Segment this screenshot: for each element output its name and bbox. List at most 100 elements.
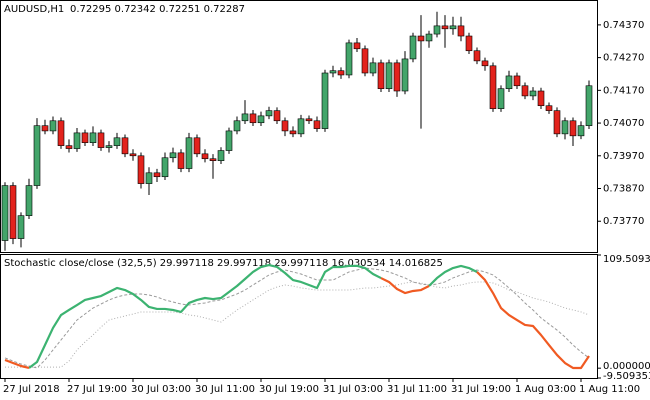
candle-body (321, 72, 329, 129)
candle-body (577, 125, 585, 137)
candle-body (449, 25, 457, 30)
candle-body (81, 132, 89, 143)
candle-body (329, 70, 337, 74)
candle-body (17, 215, 25, 239)
candle-body (121, 137, 129, 155)
candle-body (129, 153, 137, 157)
x-tick-label: 1 Aug 11:00 (579, 384, 640, 395)
x-tick-label: 30 Jul 03:00 (131, 384, 191, 395)
signal-line (5, 281, 590, 368)
candle-body (49, 120, 57, 132)
y-tick-label: -9.509353 (603, 371, 650, 382)
candle-body (257, 115, 265, 124)
y-tick-label: 0.74070 (603, 118, 644, 129)
x-tick-label: 27 Jul 2018 (3, 384, 60, 395)
candle-body (353, 42, 361, 50)
x-tick-label: 30 Jul 19:00 (259, 384, 319, 395)
stochastic-line (4, 271, 590, 370)
candle-body (201, 153, 209, 160)
candle-body (401, 58, 409, 92)
signal-line (4, 267, 590, 369)
candle-body (249, 113, 257, 124)
candle-body (289, 130, 297, 135)
candle-body (33, 125, 41, 186)
candle-body (241, 113, 249, 122)
y-tick-label: 0.73970 (603, 151, 644, 162)
candle-body (57, 120, 65, 146)
candle-body (273, 110, 281, 122)
indicator-pane (0, 254, 598, 379)
y-tick-label: 0.74170 (603, 85, 644, 96)
candle-body (377, 62, 385, 90)
candle-body (1, 185, 9, 241)
candle-body (521, 85, 529, 97)
candle-body (489, 65, 497, 109)
candle-body (65, 145, 73, 149)
candle-body (105, 145, 113, 148)
x-tick-label: 31 Jul 03:00 (323, 384, 383, 395)
y-tick-label: 109.509353 (603, 254, 650, 265)
candle-body (345, 42, 353, 76)
candle-body (153, 172, 161, 178)
candle-body (585, 85, 593, 126)
candle-body (25, 185, 33, 216)
candle-body (337, 70, 345, 76)
price-info: 0.72295 0.72342 0.72251 0.72287 (70, 4, 245, 15)
candle-body (297, 118, 305, 135)
candle-body (369, 62, 377, 74)
x-tick-label: 1 Aug 03:00 (515, 384, 576, 395)
candle-body (441, 25, 449, 30)
candle-body (537, 90, 545, 107)
candle-body (465, 35, 473, 52)
y-tick-label: 0.74270 (603, 53, 644, 64)
candle-body (281, 120, 289, 132)
candle-body (457, 25, 465, 37)
chart-title: AUDUSD,H1 (4, 4, 64, 15)
candle-body (553, 110, 561, 135)
candle-body (393, 62, 401, 92)
candle-body (505, 75, 513, 90)
candle-body (433, 25, 441, 35)
x-tick-label: 30 Jul 11:00 (195, 384, 255, 395)
x-tick-label: 27 Jul 19:00 (67, 384, 127, 395)
candle-body (113, 137, 121, 146)
candle-body (529, 90, 537, 97)
candle-body (425, 33, 433, 42)
candle-body (473, 50, 481, 62)
candle-body (417, 35, 425, 42)
y-tick-label: 0.73870 (603, 184, 644, 195)
candle-body (481, 60, 489, 67)
candle-body (9, 185, 17, 239)
candle-body (193, 137, 201, 155)
candle-body (217, 150, 225, 161)
candle-body (225, 130, 233, 151)
candle-body (185, 137, 193, 169)
candle-body (209, 158, 217, 161)
indicator-title: Stochastic close/close (32,5,5) 29.99711… (4, 258, 443, 269)
candle-body (265, 110, 273, 117)
y-tick-label: 0.73770 (603, 216, 644, 227)
candle-body (545, 105, 553, 111)
candle-body (385, 62, 393, 90)
candle-body (497, 88, 505, 109)
candle-body (305, 118, 313, 122)
candle-body (513, 75, 521, 87)
y-tick-label: 0.74370 (603, 20, 644, 31)
candle-body (177, 152, 185, 169)
y-tick-label: 0.000000 (603, 361, 650, 372)
candle-body (313, 120, 321, 129)
candle-body (137, 155, 145, 184)
candle-body (169, 152, 177, 159)
candle-body (161, 157, 169, 178)
candle-body (89, 132, 97, 143)
candle-body (233, 120, 241, 132)
x-tick-label: 31 Jul 19:00 (451, 384, 511, 395)
candle-body (361, 48, 369, 74)
x-tick-label: 31 Jul 11:00 (387, 384, 447, 395)
candle-body (561, 120, 569, 135)
candle-body (569, 120, 577, 137)
candle-body (409, 35, 417, 60)
candle-body (145, 172, 153, 184)
